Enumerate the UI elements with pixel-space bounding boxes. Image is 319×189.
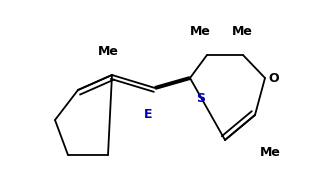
Text: E: E (144, 108, 152, 121)
Text: Me: Me (232, 25, 252, 38)
Text: Me: Me (189, 25, 211, 38)
Text: O: O (268, 71, 278, 84)
Text: Me: Me (98, 45, 118, 58)
Text: S: S (196, 92, 205, 105)
Text: Me: Me (260, 146, 281, 159)
